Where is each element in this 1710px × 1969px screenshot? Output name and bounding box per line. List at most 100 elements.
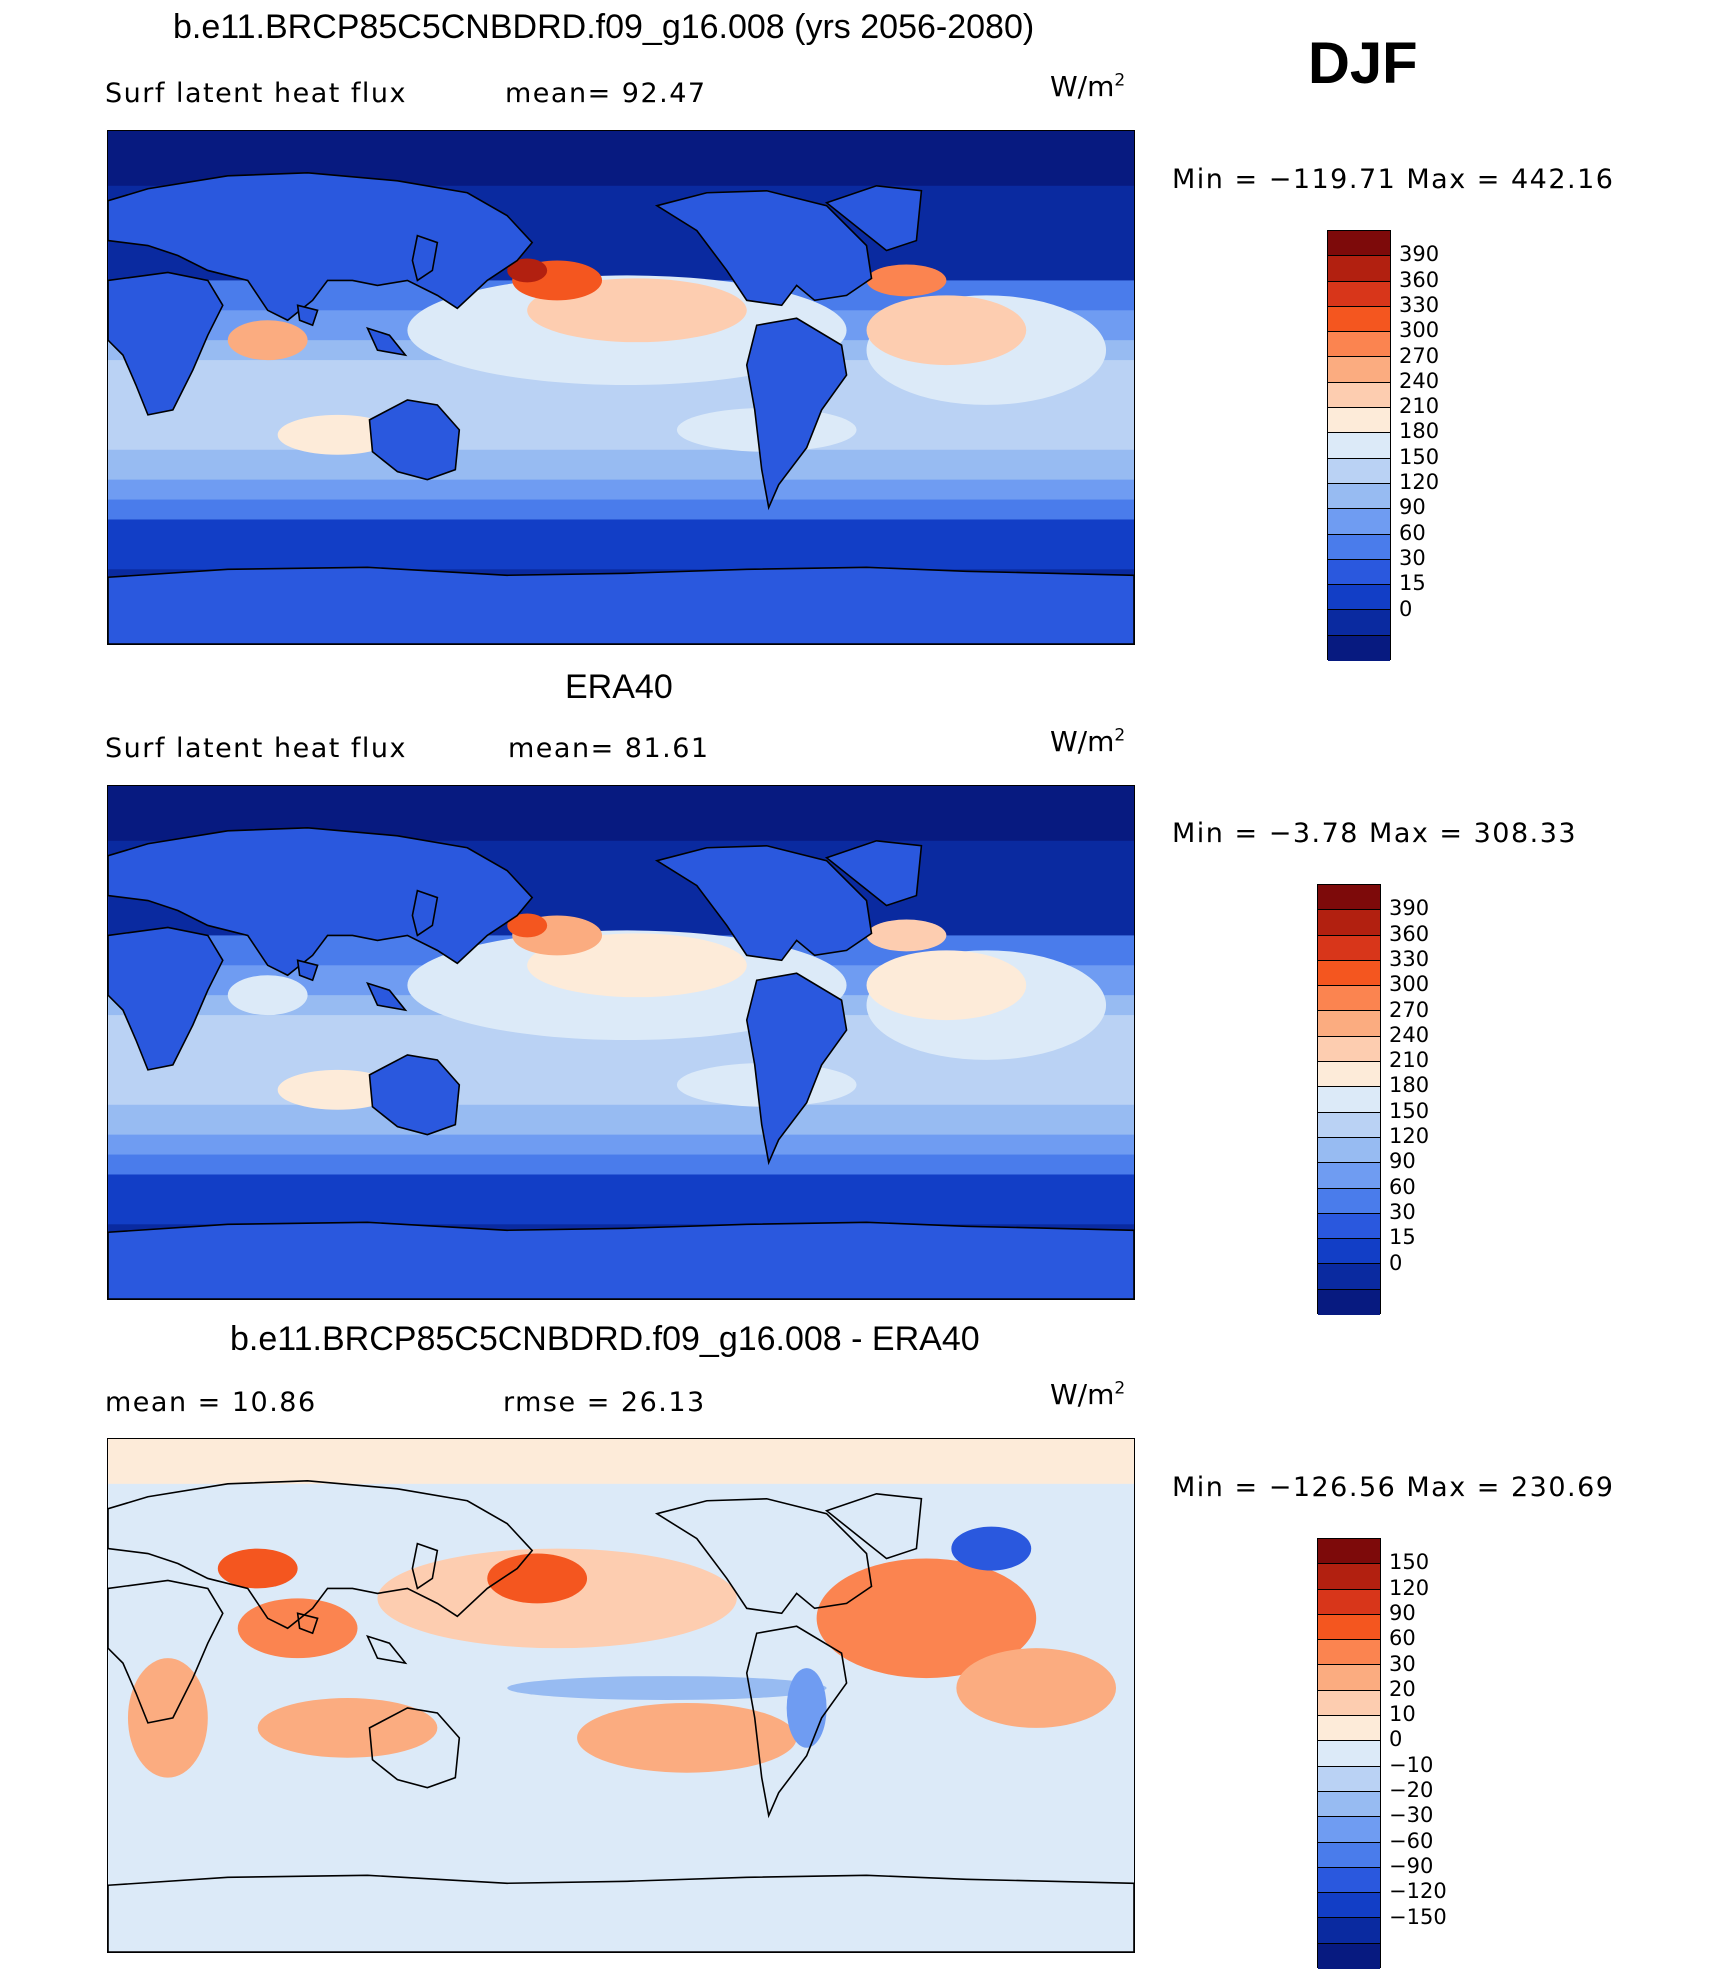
coastline: [366, 1634, 408, 1665]
panel2-variable-label: Surf latent heat flux: [105, 733, 408, 764]
colorbar-swatch: [1318, 1867, 1380, 1894]
colorbar-swatch: [1318, 1163, 1380, 1189]
panel1-map: [107, 130, 1135, 645]
colorbar-tick-label: 390: [1389, 896, 1430, 921]
field-contour: [577, 1702, 797, 1773]
field-contour: [866, 919, 947, 952]
colorbar-swatch: [1318, 1716, 1380, 1742]
colorbar-tick-label: 60: [1389, 1626, 1416, 1651]
colorbar-swatch: [1318, 1264, 1380, 1290]
panel3-units: W/m2: [1050, 1378, 1126, 1411]
field-contour: [277, 414, 398, 455]
coastline: [296, 959, 319, 982]
colorbar-swatch: [1328, 281, 1390, 307]
colorbar-swatch: [1318, 1239, 1380, 1265]
colorbar-tick-label: 0: [1389, 1250, 1403, 1275]
colorbar-tick-label: 90: [1389, 1149, 1416, 1174]
field-contour: [227, 320, 308, 361]
field-contour: [257, 1697, 438, 1758]
field-contour: [816, 1558, 1037, 1679]
panel2-map: [107, 785, 1135, 1300]
colorbar-swatch: [1328, 585, 1390, 611]
panel1-units: W/m2: [1050, 70, 1126, 103]
colorbar-swatch: [1318, 1036, 1380, 1063]
colorbar-tick-label: 210: [1399, 394, 1440, 419]
colorbar-tick-label: 90: [1399, 495, 1426, 520]
colorbar-swatch: [1318, 1766, 1380, 1792]
colorbar-tick-label: −60: [1389, 1828, 1434, 1853]
field-contour: [786, 1668, 827, 1748]
coastline: [411, 889, 439, 937]
colorbar-tick-label: 0: [1399, 596, 1413, 621]
colorbar-swatch: [1328, 534, 1390, 560]
coastline: [411, 234, 439, 282]
colorbar-tick-label: 360: [1389, 921, 1430, 946]
colorbar-swatch: [1318, 1112, 1380, 1138]
colorbar-swatch: [1318, 1589, 1380, 1615]
colorbar-tick-label: 330: [1389, 946, 1430, 971]
field-contour: [507, 1676, 827, 1700]
coastline: [745, 317, 848, 511]
colorbar-tick-label: 90: [1389, 1600, 1416, 1625]
panel1-title: b.e11.BRCP85C5CNBDRD.f09_g16.008 (yrs 20…: [173, 8, 1035, 46]
colorbar-tick-label: 60: [1399, 520, 1426, 545]
panel2-mean-label: mean= 81.61: [508, 733, 710, 764]
colorbar-tick-label: 120: [1389, 1575, 1430, 1600]
colorbar-tick-label: 210: [1389, 1048, 1430, 1073]
panel2-map-svg: [108, 786, 1134, 1299]
field-contour: [277, 1069, 398, 1110]
panel2-colorbar: [1317, 884, 1381, 1316]
colorbar-tick-label: 15: [1399, 571, 1426, 596]
panel1-min-max: Min = −119.71 Max = 442.16: [1172, 164, 1615, 195]
field-contour: [951, 1526, 1032, 1571]
coastline: [108, 271, 224, 416]
field-contour: [866, 264, 947, 297]
coastline: [654, 844, 873, 962]
colorbar-swatch: [1318, 1137, 1380, 1164]
colorbar-swatch: [1318, 1690, 1380, 1717]
panel2-units: W/m2: [1050, 725, 1126, 758]
colorbar-tick-label: 300: [1399, 318, 1440, 343]
coastline: [824, 184, 923, 252]
colorbar-swatch: [1318, 1791, 1380, 1818]
colorbar-tick-label: 270: [1399, 343, 1440, 368]
coastline: [108, 566, 1134, 644]
colorbar-tick-label: 390: [1399, 242, 1440, 267]
colorbar-swatch: [1328, 610, 1390, 636]
colorbar-swatch: [1328, 509, 1390, 535]
panel3-mean-label: mean = 10.86: [105, 1387, 317, 1418]
coastline: [108, 1579, 224, 1724]
field-contour: [217, 1548, 298, 1589]
panel1-colorbar: [1327, 230, 1391, 662]
colorbar-swatch: [1328, 306, 1390, 333]
field-contour: [507, 258, 548, 283]
panel3-colorbar: [1317, 1538, 1381, 1969]
field-contour: [237, 1598, 358, 1659]
field-contour: [507, 913, 548, 938]
colorbar-swatch: [1318, 1062, 1380, 1088]
panel1-variable-label: Surf latent heat flux: [105, 78, 408, 109]
colorbar-swatch: [1328, 231, 1390, 257]
panel3-title: b.e11.BRCP85C5CNBDRD.f09_g16.008 - ERA40: [230, 1320, 980, 1358]
coastline: [108, 172, 534, 322]
field-contour: [487, 1553, 588, 1604]
coastline: [368, 399, 461, 481]
colorbar-tick-label: −20: [1389, 1778, 1434, 1802]
colorbar-tick-label: 360: [1399, 267, 1440, 292]
coastline: [654, 189, 873, 307]
coastline: [368, 1707, 461, 1789]
panel3-map-svg: [108, 1439, 1134, 1952]
colorbar-tick-label: 150: [1389, 1098, 1430, 1123]
field-contour: [866, 295, 1027, 366]
colorbar-swatch: [1318, 910, 1380, 936]
colorbar-swatch: [1318, 1817, 1380, 1843]
colorbar-tick-label: 30: [1389, 1651, 1416, 1676]
colorbar-tick-label: 150: [1399, 444, 1440, 469]
coastline: [824, 1492, 923, 1560]
colorbar-swatch: [1328, 408, 1390, 434]
colorbar-tick-label: −150: [1389, 1904, 1447, 1929]
colorbar-swatch: [1328, 332, 1390, 358]
colorbar-swatch: [1328, 382, 1390, 409]
panel2-min-max: Min = −3.78 Max = 308.33: [1172, 818, 1578, 849]
coastline: [108, 1221, 1134, 1299]
